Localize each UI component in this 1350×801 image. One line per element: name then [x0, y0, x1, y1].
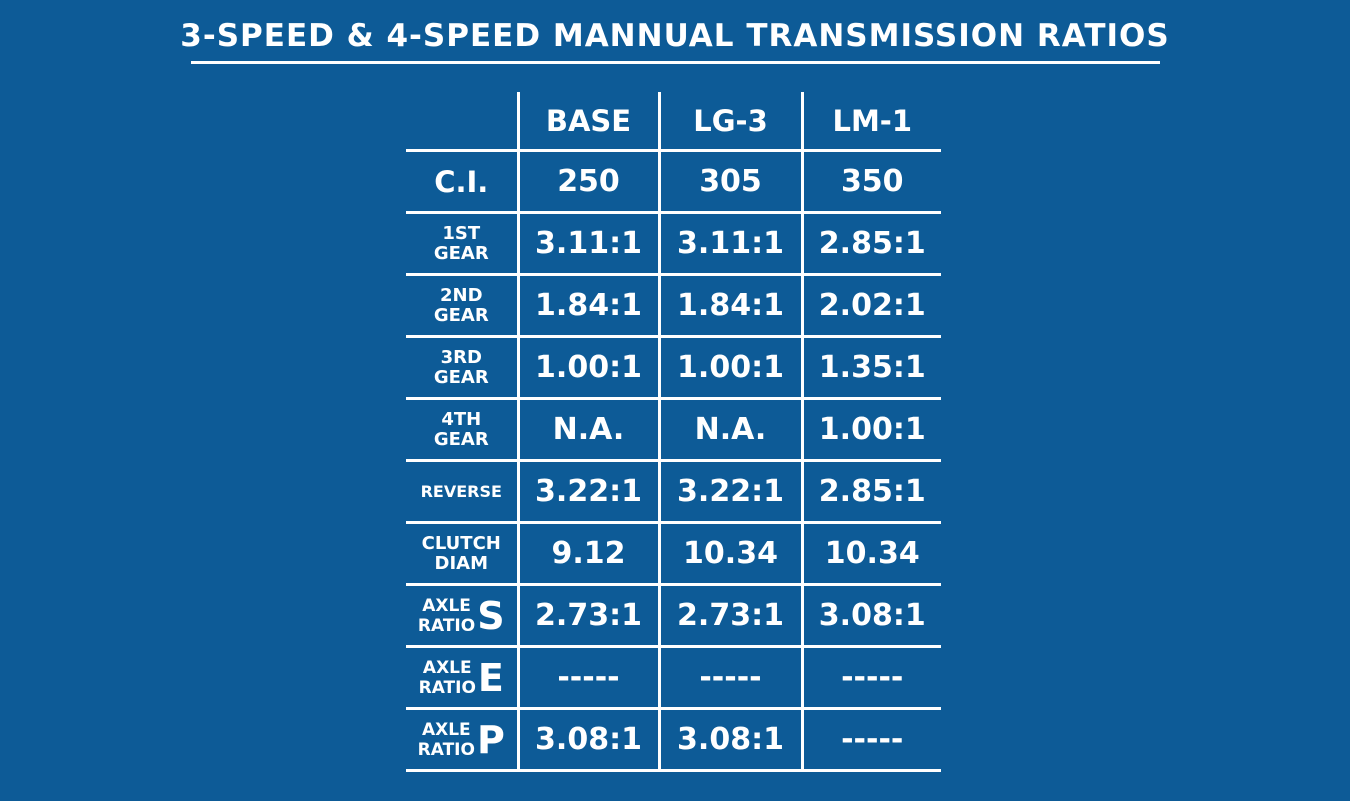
- cell-lm1: 2.02:1: [800, 274, 941, 338]
- cell-lm1: -----: [800, 646, 941, 710]
- label-line-2: RATIO: [418, 677, 476, 698]
- cell-base: 1.84:1: [516, 274, 659, 338]
- label-line-1: AXLE: [422, 657, 472, 678]
- row-1st-gear: 1ST GEAR 3.11:1 3.11:1 2.85:1: [406, 212, 941, 276]
- axle-letter: E: [477, 655, 504, 700]
- header-lm1: LM-1: [800, 92, 941, 152]
- header-corner: [406, 92, 518, 152]
- label-line-2: RATIO: [417, 739, 475, 760]
- row-label: 2ND GEAR: [406, 274, 518, 338]
- cell-base: 1.00:1: [516, 336, 659, 400]
- cell-base: 250: [516, 150, 659, 214]
- cell-base: 3.22:1: [516, 460, 659, 524]
- row-label: AXLE RATIO E: [406, 646, 518, 710]
- label-line-2: GEAR: [433, 366, 489, 388]
- cell-lm1: 1.00:1: [800, 398, 941, 462]
- label-line-1: 3RD: [440, 346, 482, 368]
- cell-base: 2.73:1: [516, 584, 659, 648]
- cell-lg3: 3.22:1: [657, 460, 802, 524]
- label-line-2: DIAM: [434, 552, 488, 574]
- label-line-1: CLUTCH: [421, 532, 501, 554]
- cell-lg3: -----: [657, 646, 802, 710]
- label-line-2: GEAR: [433, 304, 489, 326]
- cell-base: N.A.: [516, 398, 659, 462]
- label-line-2: RATIO: [417, 615, 476, 636]
- cell-lg3: 3.11:1: [657, 212, 802, 276]
- label-line-1: AXLE: [421, 719, 471, 740]
- cell-base: 3.08:1: [516, 708, 659, 772]
- cell-base: 9.12: [516, 522, 659, 586]
- cell-base: 3.11:1: [516, 212, 659, 276]
- label-line-1: 1ST: [442, 222, 481, 244]
- row-reverse: REVERSE 3.22:1 3.22:1 2.85:1: [406, 460, 941, 524]
- row-axle-ratio-p: AXLE RATIO P 3.08:1 3.08:1 -----: [406, 708, 941, 772]
- cell-lm1: 2.85:1: [800, 212, 941, 276]
- row-label: AXLE RATIO P: [406, 708, 518, 772]
- row-label: CLUTCH DIAM: [406, 522, 518, 586]
- row-label: 3RD GEAR: [406, 336, 518, 400]
- header-base: BASE: [516, 92, 659, 152]
- row-ci: C.I. 250 305 350: [406, 150, 941, 214]
- cell-lm1: 2.85:1: [800, 460, 941, 524]
- cell-lg3: 1.00:1: [657, 336, 802, 400]
- label-line-2: GEAR: [433, 242, 489, 264]
- cell-lm1: 3.08:1: [800, 584, 941, 648]
- cell-lg3: 3.08:1: [657, 708, 802, 772]
- row-label: 4TH GEAR: [406, 398, 518, 462]
- cell-lm1: 350: [800, 150, 941, 214]
- label-line-1: AXLE: [422, 595, 471, 616]
- cell-base: -----: [516, 646, 659, 710]
- row-label: REVERSE: [406, 460, 518, 524]
- cell-lg3: N.A.: [657, 398, 802, 462]
- row-2nd-gear: 2ND GEAR 1.84:1 1.84:1 2.02:1: [406, 274, 941, 338]
- cell-lm1: 1.35:1: [800, 336, 941, 400]
- cell-lg3: 2.73:1: [657, 584, 802, 648]
- row-axle-ratio-e: AXLE RATIO E ----- ----- -----: [406, 646, 941, 710]
- label-line-1: 4TH: [441, 408, 482, 430]
- cell-lg3: 1.84:1: [657, 274, 802, 338]
- row-4th-gear: 4TH GEAR N.A. N.A. 1.00:1: [406, 398, 941, 462]
- transmission-ratios-table: BASE LG-3 LM-1 C.I. 250 305 350 1ST GEAR…: [406, 92, 941, 772]
- header-lg3: LG-3: [657, 92, 802, 152]
- row-label: 1ST GEAR: [406, 212, 518, 276]
- row-clutch-diam: CLUTCH DIAM 9.12 10.34 10.34: [406, 522, 941, 586]
- cell-lg3: 305: [657, 150, 802, 214]
- label-line-1: 2ND: [439, 284, 483, 306]
- row-axle-ratio-s: AXLE RATIO S 2.73:1 2.73:1 3.08:1: [406, 584, 941, 648]
- label-line-2: GEAR: [433, 428, 489, 450]
- cell-lm1: -----: [800, 708, 941, 772]
- axle-letter: S: [477, 593, 505, 638]
- cell-lg3: 10.34: [657, 522, 802, 586]
- cell-lm1: 10.34: [800, 522, 941, 586]
- row-label: C.I.: [406, 150, 518, 214]
- title-underline: [191, 61, 1160, 64]
- axle-letter: P: [476, 717, 505, 762]
- row-3rd-gear: 3RD GEAR 1.00:1 1.00:1 1.35:1: [406, 336, 941, 400]
- row-label: AXLE RATIO S: [406, 584, 518, 648]
- header-row: BASE LG-3 LM-1: [406, 92, 941, 152]
- page-title: 3-SPEED & 4-SPEED MANNUAL TRANSMISSION R…: [180, 18, 1170, 54]
